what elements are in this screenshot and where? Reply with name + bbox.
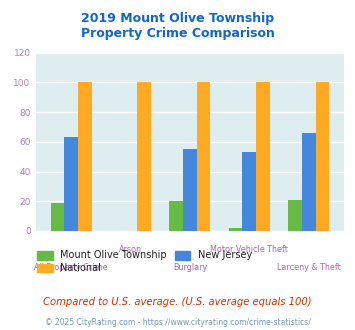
Bar xyxy=(197,82,211,231)
Text: Larceny & Theft: Larceny & Theft xyxy=(277,263,340,272)
Bar xyxy=(183,149,197,231)
Bar xyxy=(229,228,242,231)
Text: Motor Vehicle Theft: Motor Vehicle Theft xyxy=(211,245,288,254)
Bar xyxy=(169,201,183,231)
Bar xyxy=(64,137,78,231)
Bar xyxy=(302,133,316,231)
Bar xyxy=(316,82,329,231)
Bar xyxy=(51,203,64,231)
Text: © 2025 CityRating.com - https://www.cityrating.com/crime-statistics/: © 2025 CityRating.com - https://www.city… xyxy=(45,318,310,327)
Bar xyxy=(137,82,151,231)
Text: All Property Crime: All Property Crime xyxy=(34,263,108,272)
Legend: Mount Olive Township, National, New Jersey: Mount Olive Township, National, New Jers… xyxy=(33,247,256,277)
Bar xyxy=(256,82,270,231)
Bar xyxy=(242,152,256,231)
Bar xyxy=(78,82,92,231)
Text: Burglary: Burglary xyxy=(173,263,207,272)
Bar xyxy=(288,200,302,231)
Text: Compared to U.S. average. (U.S. average equals 100): Compared to U.S. average. (U.S. average … xyxy=(43,297,312,307)
Text: 2019 Mount Olive Township
Property Crime Comparison: 2019 Mount Olive Township Property Crime… xyxy=(81,12,274,40)
Text: Arson: Arson xyxy=(119,245,142,254)
